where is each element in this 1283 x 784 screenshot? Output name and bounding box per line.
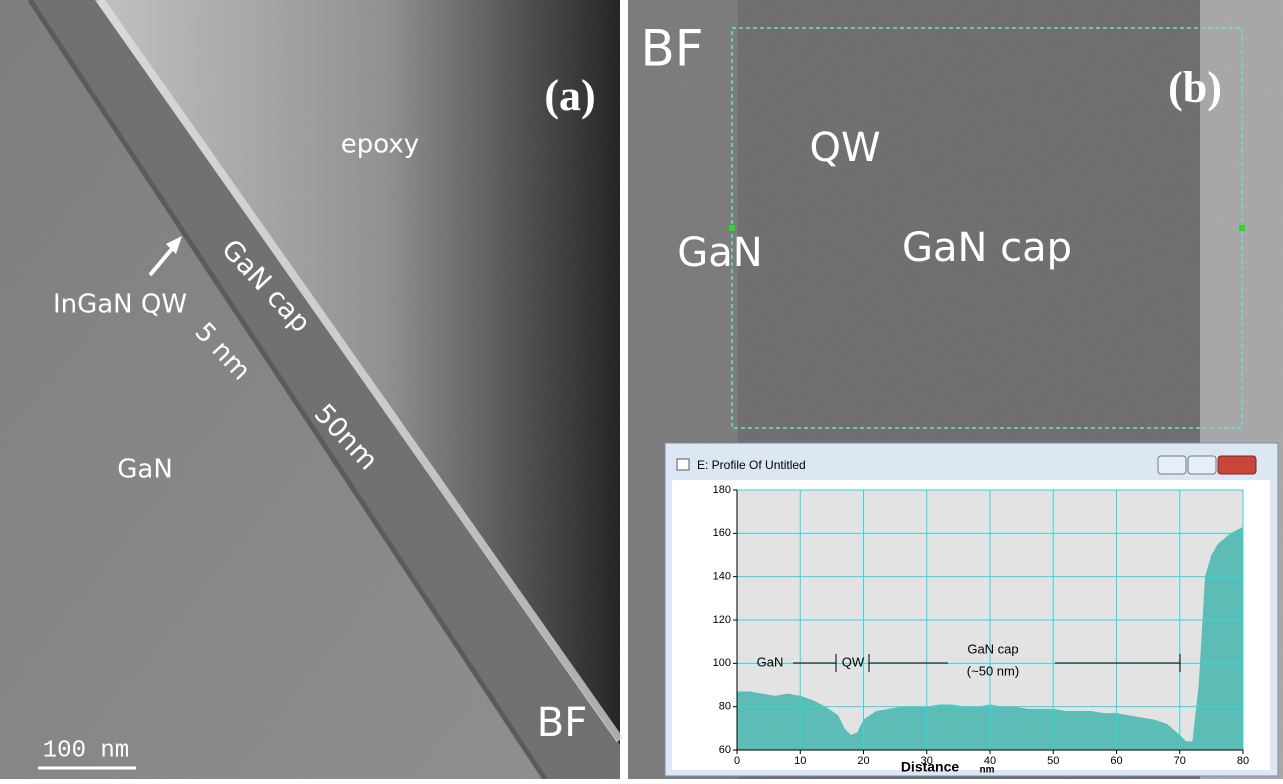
- x-tick-label: 60: [1110, 755, 1122, 767]
- x-tick-label: 0: [734, 755, 740, 767]
- annotation: GaN: [757, 654, 784, 669]
- annotation: (~50 nm): [967, 663, 1019, 678]
- texture: [0, 0, 620, 779]
- panel-label: (a): [544, 71, 595, 120]
- label: epoxy: [341, 130, 419, 160]
- label: GaN: [677, 230, 762, 276]
- annotation: GaN cap: [967, 641, 1018, 656]
- window-title: E: Profile Of Untitled: [697, 458, 806, 472]
- x-tick-label: 80: [1237, 755, 1249, 767]
- y-tick-label: 60: [719, 744, 731, 756]
- maximize-button[interactable]: [1188, 456, 1216, 474]
- y-tick-label: 120: [713, 614, 731, 626]
- minimize-button[interactable]: [1158, 456, 1186, 474]
- scale-bar-label: 100 nm: [43, 737, 129, 764]
- y-tick-label: 180: [713, 484, 731, 496]
- label: BF: [537, 700, 587, 746]
- x-tick-label: 20: [857, 755, 869, 767]
- x-axis-label: Distance: [901, 759, 960, 775]
- annotation: QW: [842, 654, 865, 669]
- window-icon: [677, 459, 689, 470]
- label: QW: [809, 125, 880, 171]
- x-tick-label: 70: [1174, 755, 1186, 767]
- label: BF: [640, 20, 703, 78]
- y-tick-label: 80: [719, 701, 731, 713]
- x-tick-label: 10: [794, 755, 806, 767]
- label: GaN: [117, 455, 173, 485]
- y-tick-label: 160: [713, 527, 731, 539]
- figure: (a) epoxy GaN cap InGaN QW 5 nm 50nm GaN…: [0, 0, 1283, 779]
- handle: [1239, 225, 1245, 231]
- x-axis-unit: nm: [980, 765, 995, 776]
- label: InGaN QW: [53, 290, 187, 320]
- panel-label: (b): [1168, 63, 1222, 112]
- x-tick-label: 50: [1047, 755, 1059, 767]
- close-button[interactable]: [1218, 456, 1256, 474]
- y-tick-label: 140: [713, 571, 731, 583]
- y-tick-label: 100: [713, 657, 731, 669]
- label: GaN cap: [902, 225, 1072, 271]
- panel-a: (a) epoxy GaN cap InGaN QW 5 nm 50nm GaN…: [0, 0, 620, 779]
